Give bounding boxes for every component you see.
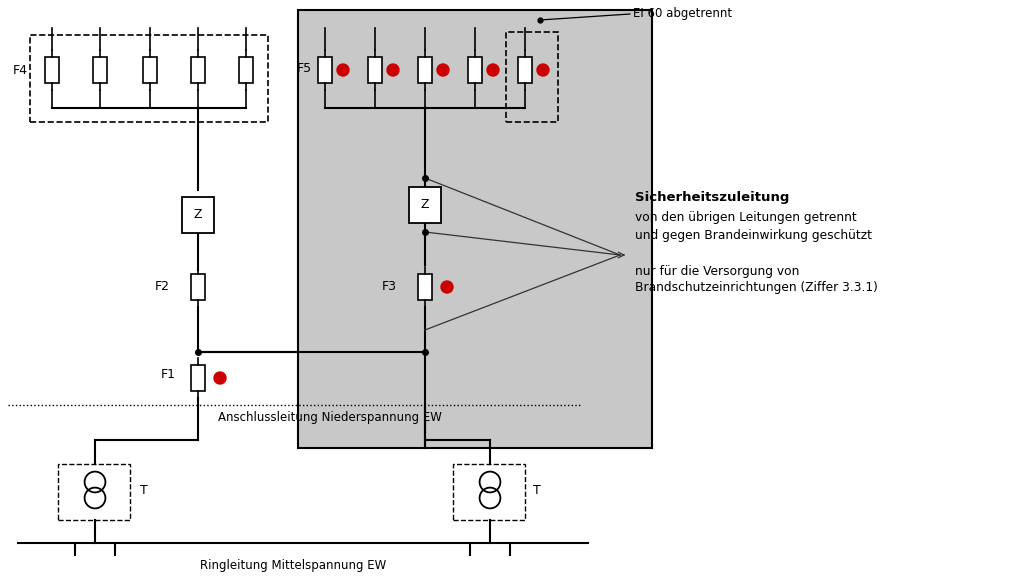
Bar	[239, 57, 253, 83]
Circle shape	[387, 64, 399, 76]
Circle shape	[487, 64, 499, 76]
Text: T: T	[533, 483, 541, 497]
Text: Z: Z	[420, 198, 430, 212]
Text: Z: Z	[193, 209, 203, 222]
Text: Brandschutzeinrichtungen (Ziffer 3.3.1): Brandschutzeinrichtungen (Ziffer 3.3.1)	[635, 282, 878, 294]
Text: F2: F2	[155, 280, 170, 293]
Bar	[409, 187, 441, 223]
Bar	[191, 365, 205, 391]
Bar	[418, 274, 432, 300]
Circle shape	[441, 281, 453, 293]
Bar	[143, 57, 157, 83]
Text: Ringleitung Mittelspannung EW: Ringleitung Mittelspannung EW	[201, 559, 387, 571]
Text: und gegen Brandeinwirkung geschützt: und gegen Brandeinwirkung geschützt	[635, 229, 872, 241]
Bar	[93, 57, 107, 83]
Bar	[468, 57, 482, 83]
Text: Sicherheitszuleitung: Sicherheitszuleitung	[635, 191, 790, 205]
Circle shape	[214, 372, 226, 384]
Bar	[418, 57, 432, 83]
Bar	[30, 35, 268, 122]
Text: T: T	[140, 483, 147, 497]
Bar	[58, 464, 130, 520]
Bar	[191, 274, 205, 300]
Bar	[298, 10, 652, 448]
Circle shape	[537, 64, 549, 76]
Text: EI 60 abgetrennt: EI 60 abgetrennt	[633, 8, 732, 20]
Text: F1: F1	[161, 368, 176, 381]
Bar	[191, 57, 205, 83]
Circle shape	[337, 64, 349, 76]
Text: Anschlussleitung Niederspannung EW: Anschlussleitung Niederspannung EW	[218, 412, 442, 424]
Circle shape	[437, 64, 449, 76]
Bar	[318, 57, 332, 83]
Bar	[453, 464, 525, 520]
Bar	[182, 197, 214, 233]
Bar	[518, 57, 532, 83]
Bar	[506, 32, 558, 122]
Text: F3: F3	[382, 280, 397, 293]
Text: von den übrigen Leitungen getrennt: von den übrigen Leitungen getrennt	[635, 212, 856, 224]
Text: F5: F5	[297, 61, 312, 75]
Text: nur für die Versorgung von: nur für die Versorgung von	[635, 265, 799, 279]
Bar	[45, 57, 59, 83]
Text: F4: F4	[13, 64, 28, 76]
Bar	[368, 57, 382, 83]
